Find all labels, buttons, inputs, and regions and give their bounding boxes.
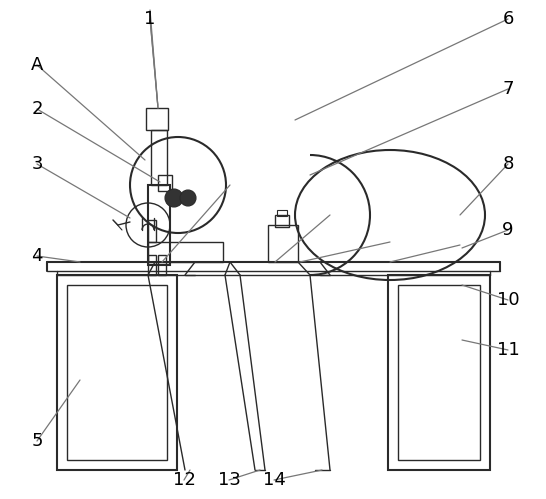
Circle shape bbox=[165, 189, 183, 207]
Text: A: A bbox=[31, 56, 43, 74]
Text: 8: 8 bbox=[502, 155, 514, 173]
Bar bbox=[158, 255, 166, 275]
Bar bbox=[57, 275, 177, 470]
Text: 9: 9 bbox=[502, 221, 514, 239]
Text: 11: 11 bbox=[497, 341, 519, 359]
Text: 14: 14 bbox=[263, 471, 286, 489]
Circle shape bbox=[180, 190, 196, 206]
Bar bbox=[275, 215, 289, 227]
Bar bbox=[148, 220, 156, 242]
Text: 13: 13 bbox=[217, 471, 240, 489]
Bar bbox=[158, 175, 172, 191]
Bar bbox=[151, 130, 167, 185]
Bar bbox=[268, 225, 298, 262]
Bar bbox=[148, 255, 156, 275]
Bar bbox=[67, 285, 167, 460]
Text: 5: 5 bbox=[31, 432, 43, 450]
Text: 2: 2 bbox=[31, 100, 43, 118]
Text: 10: 10 bbox=[497, 291, 519, 309]
Text: 12: 12 bbox=[173, 471, 195, 489]
Text: 4: 4 bbox=[31, 247, 43, 265]
Text: 6: 6 bbox=[502, 10, 514, 28]
Bar bbox=[398, 285, 480, 460]
Text: 3: 3 bbox=[31, 155, 43, 173]
Bar bbox=[146, 108, 168, 130]
Bar bbox=[148, 242, 223, 262]
Bar bbox=[277, 210, 287, 216]
Bar bbox=[148, 185, 170, 265]
Text: 1: 1 bbox=[144, 10, 156, 28]
Text: 7: 7 bbox=[502, 80, 514, 98]
Bar bbox=[388, 275, 490, 470]
